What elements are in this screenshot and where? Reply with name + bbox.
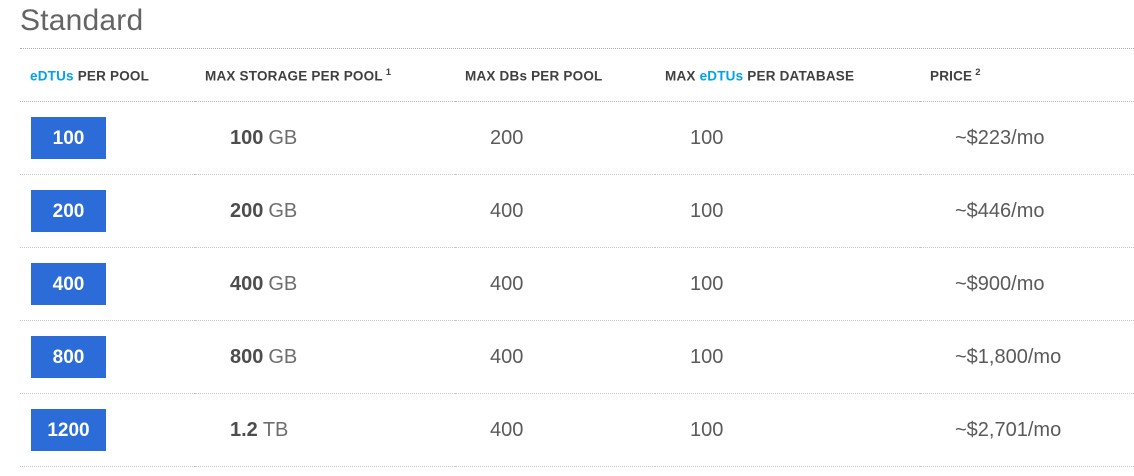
title-divider <box>20 48 1134 49</box>
edtu-tier-button[interactable]: 100 <box>31 117 106 159</box>
header-text: PRICE <box>930 68 973 84</box>
edtu-tier-button[interactable]: 400 <box>31 263 106 305</box>
price-cell: ~$446/mo <box>920 174 1134 248</box>
storage-unit: GB <box>268 126 298 149</box>
pricing-table: eDTUs PER POOL MAX STORAGE PER POOL 1 MAX… <box>20 49 1134 467</box>
storage-value: 1.2 <box>230 418 258 441</box>
max-dbs-cell: 400 <box>455 174 655 248</box>
edtus-per-pool-cell: 400 <box>20 247 195 321</box>
header-footnote-marker: 2 <box>975 66 981 78</box>
price-cell: ~$1,800/mo <box>920 320 1134 394</box>
pricing-table-header: eDTUs PER POOL MAX STORAGE PER POOL 1 MAX… <box>20 49 1134 102</box>
edtus-per-pool-cell: 1200 <box>20 393 195 467</box>
table-row: 200 200 GB 400 100 ~$446/mo <box>20 174 1134 248</box>
edtu-tier-button[interactable]: 800 <box>31 336 106 378</box>
header-text: PER POOL <box>73 68 150 84</box>
header-accent-text: eDTUs <box>699 68 744 84</box>
pricing-table-body: 100 100 GB 200 100 ~$223/mo 200 200 GB 400… <box>20 101 1134 467</box>
section-title: Standard <box>20 4 144 37</box>
max-storage-cell: 200 GB <box>195 174 455 248</box>
storage-unit: GB <box>268 272 298 295</box>
price-cell: ~$2,701/mo <box>920 393 1134 467</box>
max-dbs-cell: 400 <box>455 320 655 394</box>
max-dbs-cell: 200 <box>455 101 655 175</box>
header-text: MAX DBs PER POOL <box>465 68 603 84</box>
edtus-per-pool-cell: 200 <box>20 174 195 248</box>
max-edtus-per-database-cell: 100 <box>655 247 920 321</box>
max-storage-cell: 1.2 TB <box>195 393 455 467</box>
storage-unit: GB <box>268 199 298 222</box>
edtus-per-pool-cell: 800 <box>20 320 195 394</box>
price-cell: ~$223/mo <box>920 101 1134 175</box>
max-dbs-cell: 400 <box>455 247 655 321</box>
storage-unit: GB <box>268 345 298 368</box>
col-header-max-edtus-per-database: MAX eDTUs PER DATABASE <box>655 49 920 102</box>
col-header-max-dbs-per-pool: MAX DBs PER POOL <box>455 49 655 102</box>
max-dbs-cell: 400 <box>455 393 655 467</box>
storage-value: 800 <box>230 345 264 368</box>
storage-unit: TB <box>262 418 289 441</box>
storage-value: 400 <box>230 272 264 295</box>
table-row: 100 100 GB 200 100 ~$223/mo <box>20 101 1134 175</box>
edtu-tier-button[interactable]: 1200 <box>31 409 106 451</box>
header-footnote-marker: 1 <box>385 66 392 78</box>
edtus-per-pool-cell: 100 <box>20 101 195 175</box>
table-row: 800 800 GB 400 100 ~$1,800/mo <box>20 320 1134 394</box>
table-row: 400 400 GB 400 100 ~$900/mo <box>20 247 1134 321</box>
max-storage-cell: 100 GB <box>195 101 455 175</box>
max-edtus-per-database-cell: 100 <box>655 101 920 175</box>
header-text: MAX <box>665 68 700 84</box>
price-cell: ~$900/mo <box>920 247 1134 321</box>
header-row: eDTUs PER POOL MAX STORAGE PER POOL 1 MAX… <box>20 49 1134 102</box>
header-text: PER DATABASE <box>743 68 855 84</box>
header-accent-text: eDTUs <box>30 68 74 84</box>
col-header-price: PRICE 2 <box>920 49 1134 102</box>
max-storage-cell: 800 GB <box>195 320 455 394</box>
storage-value: 200 <box>230 199 264 222</box>
col-header-max-storage-per-pool: MAX STORAGE PER POOL 1 <box>195 49 455 102</box>
col-header-edtus-per-pool: eDTUs PER POOL <box>20 49 195 102</box>
max-edtus-per-database-cell: 100 <box>655 320 920 394</box>
max-edtus-per-database-cell: 100 <box>655 174 920 248</box>
max-edtus-per-database-cell: 100 <box>655 393 920 467</box>
header-text: MAX STORAGE PER POOL <box>205 68 383 84</box>
storage-value: 100 <box>230 126 264 149</box>
max-storage-cell: 400 GB <box>195 247 455 321</box>
edtu-tier-button[interactable]: 200 <box>31 190 106 232</box>
table-row: 1200 1.2 TB 400 100 ~$2,701/mo <box>20 393 1134 467</box>
